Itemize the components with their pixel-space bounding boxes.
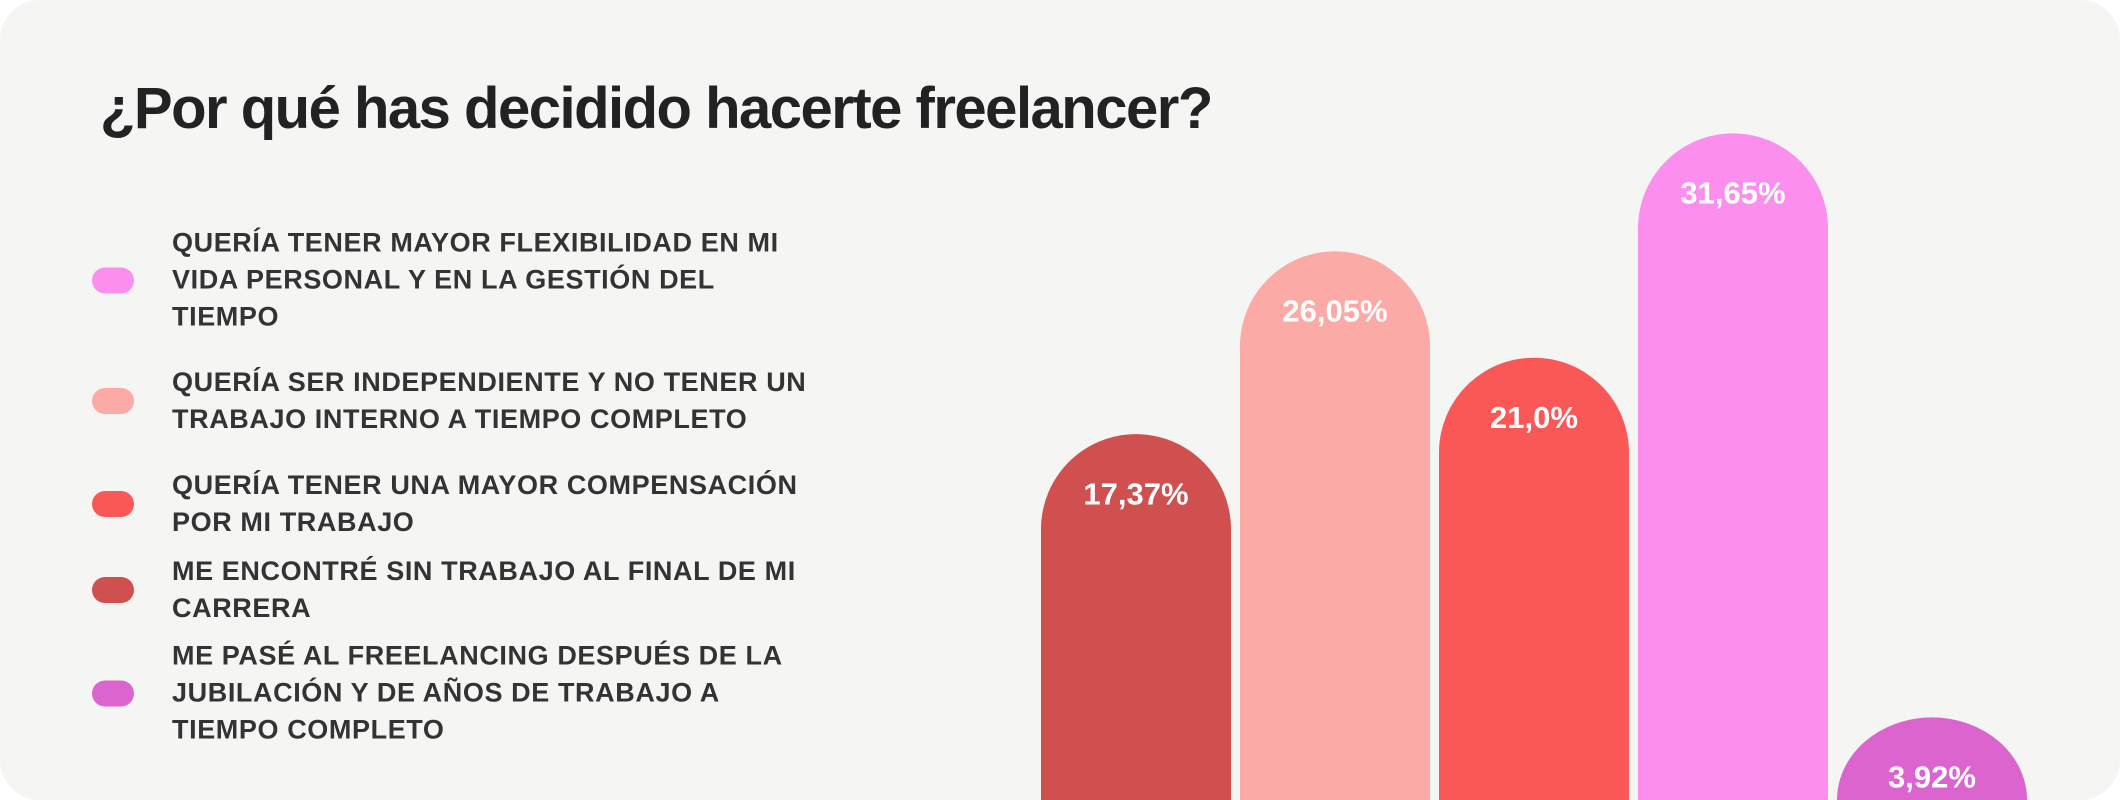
bar [1837, 717, 2027, 800]
legend-label: QUERÍA TENER MAYOR FLEXIBILIDAD EN MI VI… [172, 227, 779, 332]
legend-item: QUERÍA TENER MAYOR FLEXIBILIDAD EN MI VI… [92, 225, 812, 336]
legend-swatch [92, 680, 134, 706]
bar [1041, 434, 1231, 800]
legend-label: QUERÍA SER INDEPENDIENTE Y NO TENER UN T… [172, 367, 807, 434]
value-label: 26,05% [1282, 294, 1387, 329]
bar [1240, 251, 1430, 800]
chart-title: ¿Por qué has decidido hacerte freelancer… [100, 76, 1213, 141]
legend-swatch [92, 491, 134, 517]
legend-swatch [92, 388, 134, 414]
bar [1439, 357, 1629, 800]
value-label: 17,37% [1083, 476, 1188, 511]
legend-item: ME PASÉ AL FREELANCING DESPUÉS DE LA JUB… [92, 638, 812, 749]
value-label: 21,0% [1490, 400, 1578, 435]
legend-label: ME ENCONTRÉ SIN TRABAJO AL FINAL DE MI C… [172, 556, 796, 623]
legend-swatch [92, 267, 134, 293]
value-label: 3,92% [1888, 760, 1976, 795]
legend-label: QUERÍA TENER UNA MAYOR COMPENSACIÓN POR … [172, 470, 798, 537]
legend-item: QUERÍA SER INDEPENDIENTE Y NO TENER UN T… [92, 364, 812, 438]
legend-swatch [92, 577, 134, 603]
legend-item: ME ENCONTRÉ SIN TRABAJO AL FINAL DE MI C… [92, 553, 812, 627]
bar [1638, 133, 1828, 800]
legend-label: ME PASÉ AL FREELANCING DESPUÉS DE LA JUB… [172, 640, 782, 745]
legend-item: QUERÍA TENER UNA MAYOR COMPENSACIÓN POR … [92, 467, 812, 541]
value-label: 31,65% [1680, 176, 1785, 211]
